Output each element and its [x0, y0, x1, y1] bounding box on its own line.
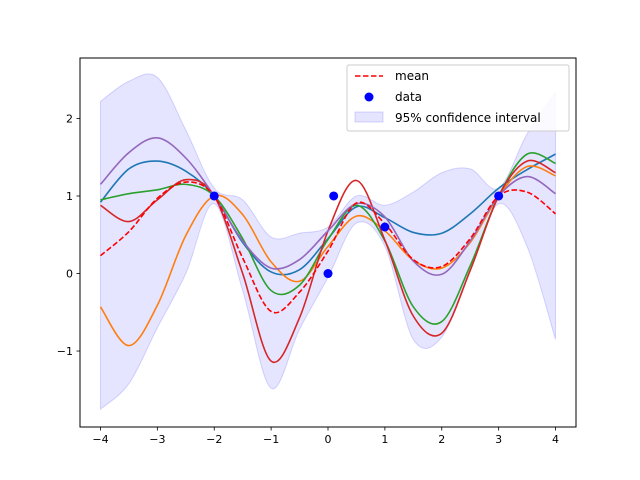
legend-data-label: data — [395, 90, 422, 104]
x-tick-label: 3 — [495, 433, 502, 446]
x-tick-label: −1 — [263, 433, 279, 446]
x-tick-label: 0 — [325, 433, 332, 446]
sample-curve-2 — [99, 165, 556, 347]
x-axis: −4 −3 −2 −1 0 1 2 3 4 — [92, 427, 559, 446]
y-tick-label: 0 — [66, 268, 73, 281]
data-point — [209, 191, 219, 201]
y-tick-label: 2 — [66, 112, 73, 125]
data-point — [494, 191, 504, 201]
x-tick-label: 1 — [381, 433, 388, 446]
x-tick-label: −4 — [92, 433, 108, 446]
data-point — [380, 222, 390, 232]
sample-curve-3 — [100, 152, 556, 325]
legend-mean-label: mean — [395, 69, 429, 83]
y-tick-label: −1 — [57, 345, 73, 358]
x-tick-label: 4 — [552, 433, 559, 446]
legend-ci-label: 95% confidence interval — [395, 111, 541, 125]
y-axis: −1 0 1 2 — [57, 112, 80, 358]
legend-ci-swatch — [354, 111, 384, 123]
plot-area — [99, 73, 557, 411]
legend-data-swatch — [364, 92, 374, 102]
mean-curve — [99, 181, 557, 314]
data-point — [329, 191, 339, 201]
x-tick-label: −3 — [149, 433, 165, 446]
legend-box — [346, 64, 570, 132]
sample-curve-5 — [99, 137, 556, 276]
x-tick-label: −2 — [206, 433, 222, 446]
x-tick-label: 2 — [438, 433, 445, 446]
y-tick-label: 1 — [66, 190, 73, 203]
legend: mean data 95% confidence interval — [346, 64, 570, 132]
confidence-interval-band — [99, 73, 557, 411]
data-point — [323, 269, 333, 279]
